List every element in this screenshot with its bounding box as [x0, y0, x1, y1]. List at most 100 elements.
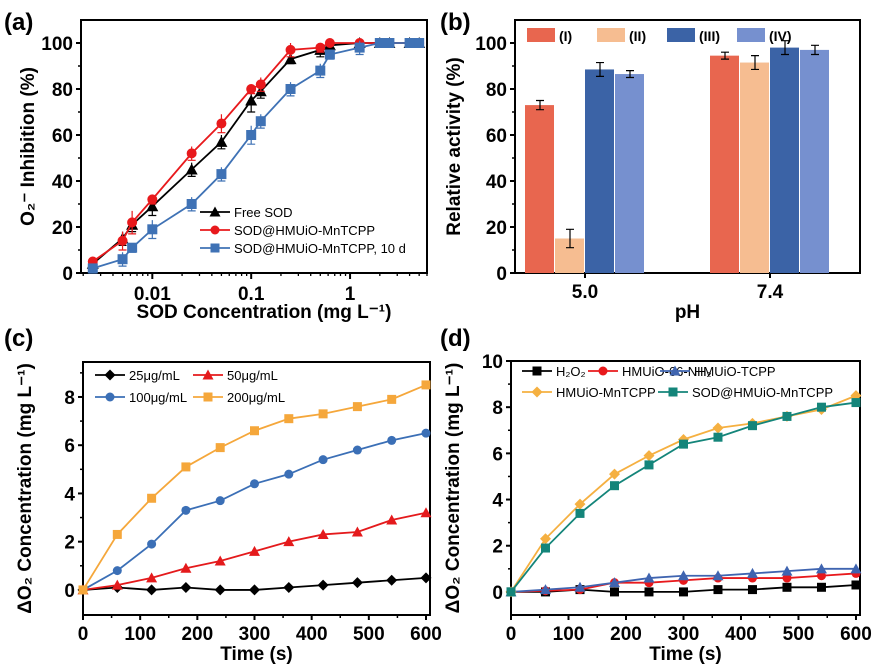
error-bar: [596, 61, 604, 77]
data-point: [782, 411, 792, 421]
x-tick-label: 500: [783, 624, 815, 645]
data-point: [112, 529, 122, 539]
legend-marker: [210, 225, 220, 235]
data-point: [387, 435, 397, 445]
series-2: [87, 38, 425, 274]
panel-label: (d): [440, 325, 471, 352]
data-point: [644, 460, 654, 470]
data-point: [147, 194, 158, 205]
panel-a: (a) 0 20 40 60 80 100 0.01 0.1 1 Free SOD SOD@HMUiO…: [4, 9, 428, 323]
data-point: [539, 533, 551, 545]
error-bar: [536, 99, 544, 111]
data-point: [180, 562, 192, 573]
plot-frame: [80, 19, 428, 274]
y-tick-label: 20: [52, 218, 73, 239]
series-3: [78, 380, 431, 595]
data-point: [352, 445, 362, 455]
legend-label: (II): [629, 28, 646, 44]
y-tick-label: 6: [492, 444, 503, 465]
panel-b: (b) 0 20 40 60 80 100 5.0 7.4 (I) (II) (III) (IV) pH R…: [440, 9, 861, 323]
data-point: [421, 428, 431, 438]
x-tick-label: 1: [345, 284, 356, 305]
data-point: [746, 567, 758, 578]
data-point: [643, 450, 655, 462]
data-point: [181, 462, 191, 472]
y-tick-label: 8: [64, 388, 75, 409]
legend-marker: [598, 366, 608, 376]
y-tick-label: 80: [52, 80, 73, 101]
data-point: [387, 394, 397, 404]
series-0: [77, 572, 432, 596]
y-tick-label: 20: [486, 218, 507, 239]
data-point: [404, 38, 415, 48]
x-tick-label: 7.4: [757, 282, 784, 303]
data-point: [216, 169, 227, 180]
data-point: [185, 163, 198, 175]
data-point: [608, 577, 620, 588]
data-point: [285, 84, 296, 94]
data-point: [850, 563, 862, 574]
data-point: [816, 582, 826, 592]
data-point: [255, 79, 266, 90]
legend-marker: [209, 206, 221, 217]
x-tick-label: 300: [668, 624, 700, 645]
data-point: [747, 585, 757, 595]
data-point: [112, 566, 122, 576]
legend-label: Free SOD: [234, 205, 293, 220]
y-tick-label: 2: [64, 533, 75, 554]
data-point: [678, 587, 688, 597]
data-point: [643, 572, 655, 583]
data-point: [283, 536, 295, 547]
data-point: [354, 42, 365, 53]
y-tick-label: 0: [64, 581, 75, 602]
error-bar: [721, 51, 729, 60]
data-point: [713, 432, 723, 442]
data-point: [609, 587, 619, 597]
data-point: [712, 422, 724, 434]
x-axis-title: Time (s): [649, 644, 722, 665]
data-point: [78, 585, 88, 595]
data-point: [215, 135, 228, 147]
series-2: [78, 428, 431, 595]
data-point: [816, 402, 826, 412]
legend-label: H₂O₂: [556, 364, 586, 379]
y-axis-title: O₂⁻ Inhibition (%): [18, 67, 39, 226]
x-axis-title: SOD Concentration (mg L⁻¹): [137, 302, 392, 323]
panel-label: (b): [440, 9, 471, 36]
legend-marker: [532, 366, 542, 376]
data-point: [246, 84, 257, 94]
data-point: [851, 398, 861, 408]
data-point: [677, 570, 689, 581]
data-point: [117, 235, 128, 246]
bar: [615, 74, 644, 273]
legend-label: (I): [559, 28, 572, 44]
plot-frame: [82, 361, 431, 616]
x-tick-label: 300: [239, 624, 271, 645]
data-point: [248, 584, 260, 596]
y-tick-label: 0: [492, 583, 503, 604]
legend-marker: [202, 369, 214, 380]
series-4: [506, 398, 861, 597]
legend-marker: [203, 392, 213, 402]
x-tick-label: 0.01: [134, 284, 171, 305]
data-point: [284, 53, 297, 65]
data-point: [608, 468, 620, 480]
legend-marker: [531, 386, 543, 398]
error-bar: [566, 228, 574, 249]
data-point: [255, 116, 266, 127]
y-tick-label: 4: [492, 491, 503, 512]
panel-label: (c): [4, 325, 33, 352]
y-tick-label: 6: [64, 436, 75, 457]
y-tick-label: 0: [62, 264, 73, 285]
y-tick-label: 0: [496, 264, 507, 285]
data-point: [186, 148, 197, 159]
x-axis-title: Time (s): [220, 644, 293, 665]
legend-label: SOD@HMUiO-MnTCPP: [234, 223, 375, 238]
x-tick-label: 600: [840, 624, 872, 645]
data-point: [386, 574, 398, 586]
data-point: [421, 380, 431, 390]
data-point: [351, 526, 363, 537]
data-point: [781, 565, 793, 576]
series-2: [505, 563, 862, 597]
